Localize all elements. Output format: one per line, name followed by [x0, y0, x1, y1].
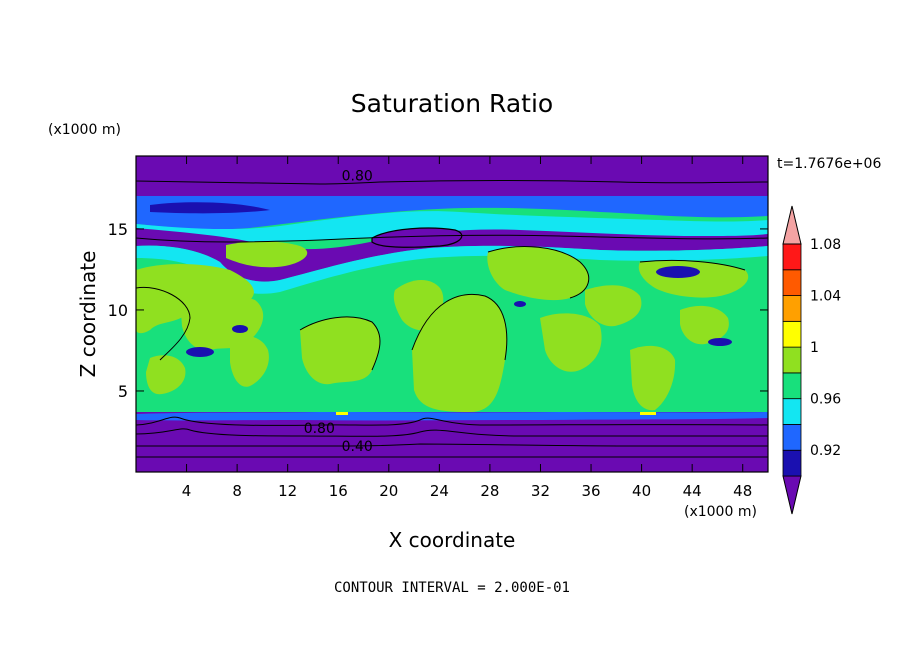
contour-label: 0.40 — [342, 439, 373, 455]
colorbar-level-label: 1.08 — [810, 237, 841, 253]
x-tick-label: 32 — [531, 482, 550, 500]
y-unit-label: (x1000 m) — [48, 122, 121, 138]
x-tick-label: 4 — [182, 482, 192, 500]
field-lower-purple-band — [136, 412, 768, 472]
colorbar-swatch — [782, 449, 802, 477]
field-yellow-fleck-2 — [640, 412, 656, 415]
colorbar-level-label: 1.04 — [810, 289, 841, 305]
field-middle-purple-band — [136, 228, 768, 282]
field-upper-blue-band — [136, 196, 768, 230]
colorbar: 0.92 0.96 1 1.04 1.08 — [782, 205, 841, 515]
field-lime-regions — [136, 241, 749, 412]
x-tick-label: 16 — [329, 482, 348, 500]
colorbar-level-label: 0.92 — [810, 443, 841, 459]
x-unit-label: (x1000 m) — [684, 504, 757, 520]
x-tick-label: 44 — [683, 482, 702, 500]
colorbar-swatch — [782, 398, 802, 425]
x-axis-label: X coordinate — [389, 528, 516, 552]
colorbar-swatch — [782, 295, 802, 322]
plot-frame — [135, 155, 769, 473]
x-axis: 4 8 12 16 20 24 28 32 36 40 44 48 — [182, 156, 752, 500]
field-top-purple — [136, 156, 768, 196]
colorbar-swatch — [782, 269, 802, 296]
x-tick-label: 20 — [379, 482, 398, 500]
x-tick-label: 36 — [581, 482, 600, 500]
y-tick-label: 15 — [108, 220, 128, 239]
plot-field — [136, 156, 768, 472]
contour-labels: 0.80 0.80 0.40 — [304, 168, 373, 455]
field-cyan-rim — [136, 245, 768, 294]
x-tick-label: 12 — [278, 482, 297, 500]
field-dark-oval — [371, 227, 463, 248]
colorbar-over-arrow — [782, 205, 802, 245]
field-darkblue-pockets — [186, 266, 732, 357]
y-axis: 5 10 15 — [108, 220, 768, 401]
colorbar-under-arrow — [782, 475, 802, 515]
colorbar-level-label: 0.96 — [810, 392, 841, 408]
field-yellow-fleck — [336, 412, 348, 415]
x-tick-label: 28 — [480, 482, 499, 500]
x-tick-label: 8 — [232, 482, 242, 500]
y-axis-label: Z coordinate — [76, 251, 100, 378]
field-lower-blue-edge — [136, 412, 768, 421]
x-tick-label: 24 — [430, 482, 449, 500]
y-tick-label: 10 — [108, 301, 128, 320]
x-tick-label: 40 — [632, 482, 651, 500]
field-upper-darkblue-streak — [150, 202, 270, 214]
colorbar-swatch — [782, 424, 802, 451]
y-tick-label: 5 — [118, 382, 128, 401]
chart-title: Saturation Ratio — [351, 89, 553, 118]
contour-lines — [136, 180, 768, 458]
colorbar-swatch — [782, 243, 802, 271]
colorbar-swatch — [782, 320, 802, 348]
colorbar-swatch — [782, 372, 802, 400]
contour-interval-footer: CONTOUR INTERVAL = 2.000E-01 — [334, 580, 570, 596]
x-tick-label: 48 — [733, 482, 752, 500]
colorbar-level-label: 1 — [810, 340, 819, 356]
contour-label: 0.80 — [342, 168, 373, 184]
time-label: t=1.7676e+06 — [777, 156, 881, 172]
colorbar-swatch — [782, 346, 802, 374]
contour-label: 0.80 — [304, 421, 335, 437]
